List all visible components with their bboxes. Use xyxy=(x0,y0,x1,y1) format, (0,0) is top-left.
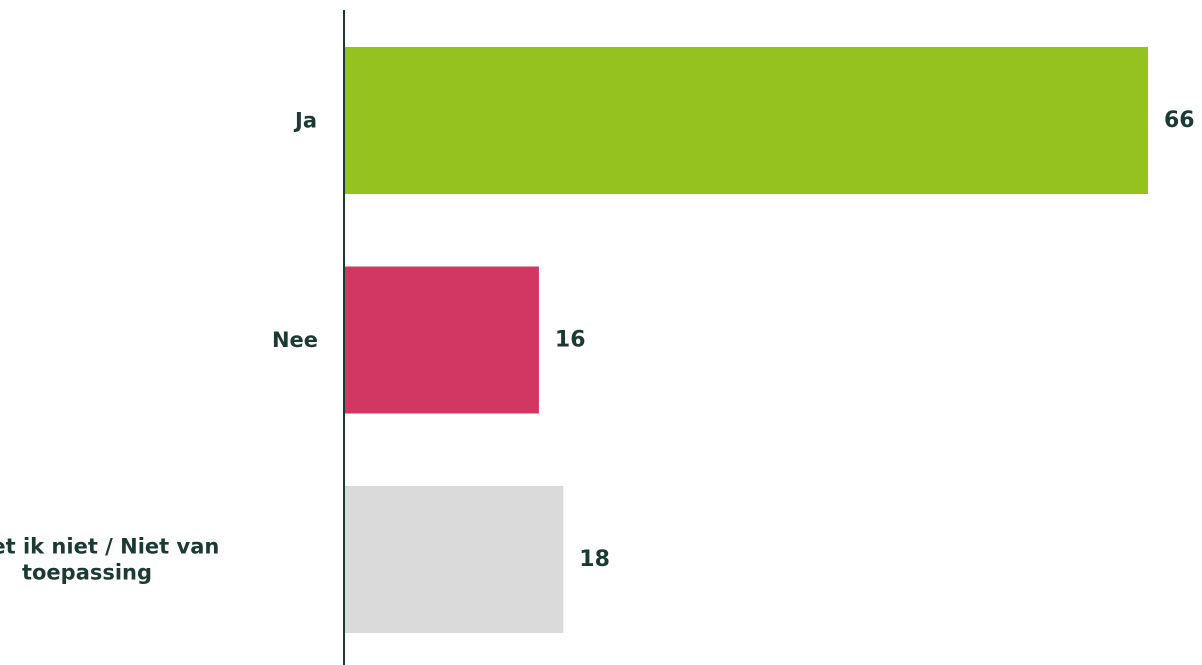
category-label-1-line-0: Nee xyxy=(272,328,318,352)
data-label-2: 18 xyxy=(579,547,610,572)
category-label-0: Ja xyxy=(293,109,317,133)
bar-1 xyxy=(344,266,539,414)
data-label-1: 16 xyxy=(555,328,586,353)
category-label-2-line-1: toepassing xyxy=(22,561,152,585)
value-labels-group: 66 16 18 xyxy=(555,108,1195,572)
category-label-0-line-0: Ja xyxy=(293,109,317,133)
data-label-0: 66 xyxy=(1164,108,1195,133)
bars-group xyxy=(344,47,1148,633)
bar-2 xyxy=(344,486,564,633)
category-label-1: Nee xyxy=(272,328,318,352)
category-label-2-line-0: Weet ik niet / Niet van xyxy=(0,535,219,559)
bar-0 xyxy=(344,47,1148,194)
